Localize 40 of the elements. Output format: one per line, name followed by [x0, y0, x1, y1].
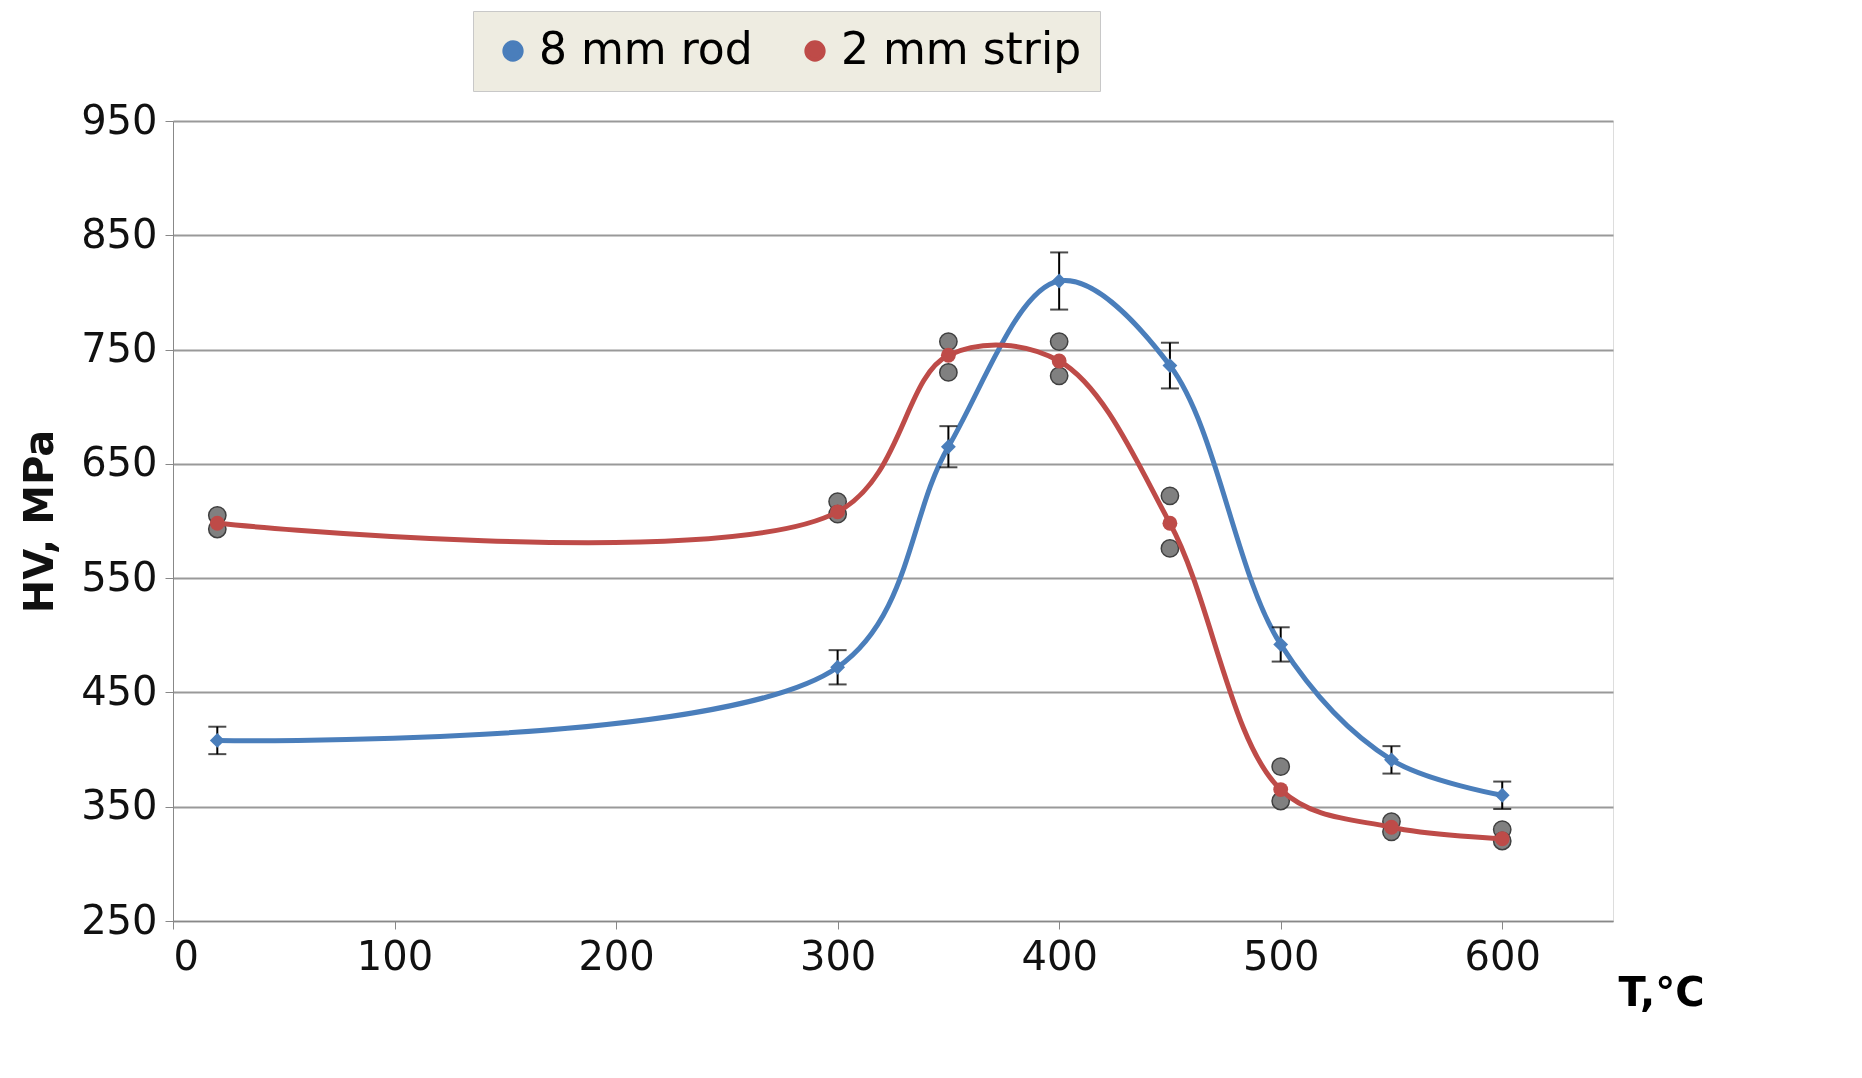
point: [1051, 353, 1067, 369]
point: [1160, 539, 1180, 558]
point: [830, 659, 846, 675]
point: [1160, 486, 1180, 506]
point: [1049, 366, 1069, 386]
x-tick-label: 100: [356, 932, 434, 979]
y-tick-label: 750: [81, 325, 158, 372]
x-tick-label: 200: [578, 932, 655, 979]
point: [1384, 752, 1399, 768]
x-tick-label: 300: [799, 932, 877, 979]
point: [1273, 782, 1289, 797]
point: [1049, 332, 1069, 351]
point: [1051, 273, 1067, 289]
y-axis-title: HV, MPa: [16, 429, 63, 614]
point: [940, 347, 956, 363]
x-tick-label: 500: [1243, 932, 1320, 979]
point: [209, 515, 225, 531]
point: [1271, 757, 1291, 777]
point: [940, 439, 956, 455]
y-tick-label: 850: [81, 210, 158, 257]
point: [1162, 358, 1178, 373]
point: [938, 363, 958, 382]
point: [1273, 637, 1289, 652]
x-tick-label: 600: [1464, 932, 1541, 979]
x-axis-title: T,°C: [1618, 968, 1705, 1015]
y-tick-label: 550: [81, 553, 158, 600]
point: [1384, 819, 1399, 835]
y-tick-label: 650: [81, 439, 158, 486]
x-tick-label: 400: [1021, 932, 1098, 979]
y-tick-label: 250: [81, 896, 158, 943]
legend-label: 2 mm strip: [841, 23, 1082, 74]
y-tick-label: 450: [81, 667, 158, 714]
point: [1494, 787, 1510, 803]
x-tick-label: 0: [173, 932, 199, 979]
point: [938, 332, 958, 351]
legend-label: 8 mm rod: [539, 23, 753, 74]
y-tick-label: 950: [81, 96, 158, 143]
y-tick-label: 350: [81, 782, 158, 829]
point: [209, 733, 225, 748]
point: [1162, 515, 1178, 531]
